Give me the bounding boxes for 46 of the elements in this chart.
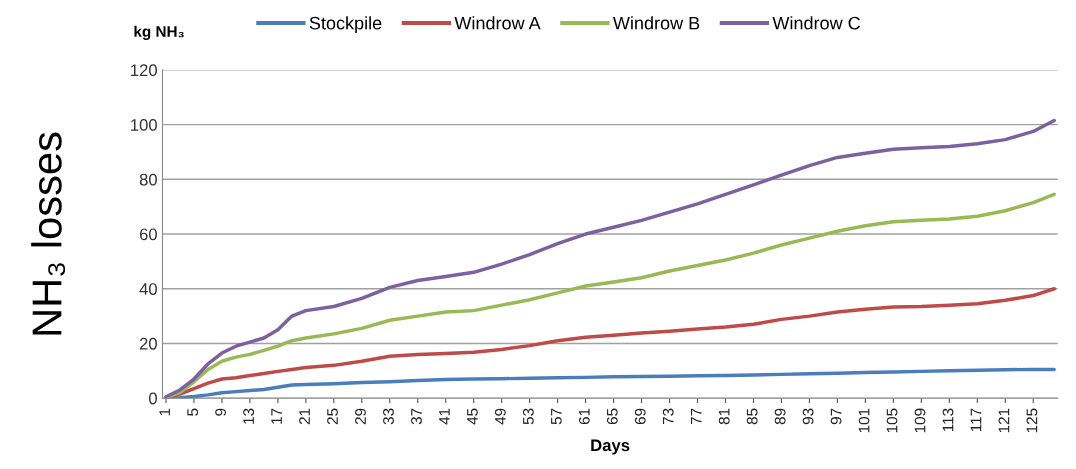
y-tick-label: 20 xyxy=(139,337,157,350)
x-tick-label: 41 xyxy=(439,408,450,425)
x-tick-label: 21 xyxy=(299,408,310,425)
x-axis-title: Days xyxy=(591,439,630,455)
x-tick-label: 81 xyxy=(718,408,730,425)
y-tick-label: 40 xyxy=(139,283,157,295)
x-tick-label: 57 xyxy=(551,408,562,425)
x-tick-label: 61 xyxy=(578,408,590,425)
x-tick-label: 121 xyxy=(998,408,1010,433)
legend-label: Windrow B xyxy=(612,16,700,30)
x-tick-label: 105 xyxy=(886,408,898,433)
x-tick-label: 33 xyxy=(383,408,394,425)
x-tick-label: 45 xyxy=(467,408,478,425)
x-tick-label: 117 xyxy=(970,408,982,432)
y-tick-label: 120 xyxy=(131,64,157,77)
y-tick-label: 100 xyxy=(131,119,157,131)
x-tick-label: 113 xyxy=(942,408,954,432)
y-tick-label: 80 xyxy=(139,173,157,186)
x-tick-label: 37 xyxy=(411,408,422,425)
x-tick-label: 77 xyxy=(690,408,702,425)
text: kg NH₃ xyxy=(134,25,184,40)
x-tick-label: 17 xyxy=(271,408,282,424)
x-tick-label: 9 xyxy=(215,408,227,416)
y-tick-label: 0 xyxy=(149,392,157,405)
x-tick-label: 25 xyxy=(327,408,338,425)
x-tick-label: 125 xyxy=(1026,408,1038,433)
x-tick-label: 101 xyxy=(858,408,870,433)
x-tick-label: 65 xyxy=(606,408,618,425)
x-tick-label: 5 xyxy=(187,408,199,416)
x-tick-label: 69 xyxy=(634,408,646,425)
x-tick-label: 1 xyxy=(159,408,170,416)
x-tick-label: 53 xyxy=(522,408,534,425)
x-tick-label: 109 xyxy=(914,408,926,433)
x-tick-label: 89 xyxy=(774,408,786,425)
legend-label: Stockpile xyxy=(309,16,382,34)
y-axis-title: NH₃ losses xyxy=(31,132,66,335)
x-tick-label: 85 xyxy=(746,408,758,425)
x-tick-label: 49 xyxy=(494,408,506,425)
x-tick-label: 93 xyxy=(802,408,814,425)
x-tick-label: 73 xyxy=(662,408,674,425)
legend-label: Windrow A xyxy=(454,16,541,30)
y-tick-label: 60 xyxy=(139,228,157,241)
legend-label: Windrow C xyxy=(772,16,861,30)
x-tick-label: 29 xyxy=(355,408,366,425)
x-tick-label: 97 xyxy=(830,408,842,425)
x-tick-label: 13 xyxy=(243,408,254,424)
